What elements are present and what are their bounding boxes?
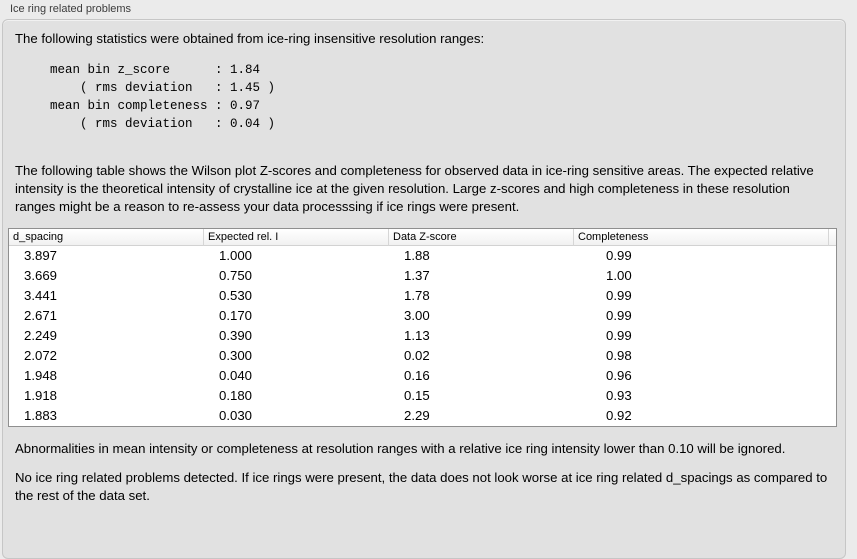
table-cell-filler <box>828 406 836 426</box>
table-cell: 0.92 <box>606 408 632 423</box>
table-cell-filler <box>828 306 836 326</box>
table-cell: 2.072 <box>24 348 58 363</box>
table-cell: 1.883 <box>24 408 58 423</box>
table-cell: 0.180 <box>219 388 253 403</box>
table-cell: 0.98 <box>606 348 632 363</box>
table-cell: 0.93 <box>606 388 632 403</box>
table-cell-filler <box>828 386 836 406</box>
table-cell: 1.948 <box>24 368 58 383</box>
table-cell: 0.99 <box>606 248 632 263</box>
table-cell: 0.390 <box>219 328 253 343</box>
table-cell: 0.96 <box>606 368 632 383</box>
table-row[interactable]: 1.918 0.180 0.15 0.93 <box>9 386 836 406</box>
table-cell: 0.030 <box>219 408 253 423</box>
table-cell: 0.300 <box>219 348 253 363</box>
table-cell: 3.441 <box>24 288 58 303</box>
panel-title: Ice ring related problems <box>10 3 132 15</box>
table-cell: 2.671 <box>24 308 58 323</box>
table-row[interactable]: 1.948 0.040 0.16 0.96 <box>9 366 836 386</box>
table-cell: 1.37 <box>404 268 430 283</box>
table-cell: 1.00 <box>606 268 632 283</box>
column-header-filler <box>828 229 836 246</box>
table-cell-filler <box>828 326 836 346</box>
table-cell-filler <box>828 266 836 286</box>
table-cell: 1.88 <box>404 248 430 263</box>
table-cell-filler <box>828 366 836 386</box>
table-cell: 0.750 <box>219 268 253 283</box>
table-cell: 1.918 <box>24 388 58 403</box>
column-header-expected-i[interactable]: Expected rel. I <box>203 229 388 246</box>
table-cell: 0.15 <box>404 388 430 403</box>
table-row[interactable]: 1.883 0.030 2.29 0.92 <box>9 406 836 426</box>
table-cell: 1.13 <box>404 328 430 343</box>
table-cell: 3.669 <box>24 268 58 283</box>
column-header-completeness[interactable]: Completeness <box>573 229 828 246</box>
table-cell: 0.170 <box>219 308 253 323</box>
table-row[interactable]: 2.072 0.300 0.02 0.98 <box>9 346 836 366</box>
table-cell-filler <box>828 346 836 366</box>
table-cell: 2.249 <box>24 328 58 343</box>
table-cell: 1.000 <box>219 248 253 263</box>
table-cell: 0.16 <box>404 368 430 383</box>
table-header: d_spacing Expected rel. I Data Z-score C… <box>9 229 836 246</box>
table-cell: 1.78 <box>404 288 430 303</box>
table-row[interactable]: 2.671 0.170 3.00 0.99 <box>9 306 836 326</box>
table-row[interactable]: 3.669 0.750 1.37 1.00 <box>9 266 836 286</box>
table-row[interactable]: 3.441 0.530 1.78 0.99 <box>9 286 836 306</box>
table-description-text: The following table shows the Wilson plo… <box>15 163 814 214</box>
ignore-note-text: Abnormalities in mean intensity or compl… <box>15 441 786 456</box>
table-cell-filler <box>828 246 836 266</box>
table-row[interactable]: 2.249 0.390 1.13 0.99 <box>9 326 836 346</box>
table-cell: 0.99 <box>606 288 632 303</box>
table-cell: 0.530 <box>219 288 253 303</box>
ice-table-body: 3.897 1.000 1.88 0.99 3.669 0.750 1.37 1.00 3.44… <box>9 246 836 426</box>
ice-ring-panel: The following statistics were obtained f… <box>2 19 846 559</box>
table-cell: 0.99 <box>606 308 632 323</box>
stats-block: mean bin z_score : 1.84 ( rms deviation … <box>50 63 276 131</box>
table-cell: 0.040 <box>219 368 253 383</box>
table-cell-filler <box>828 286 836 306</box>
stats-intro-text: The following statistics were obtained f… <box>15 31 485 46</box>
column-header-d-spacing[interactable]: d_spacing <box>9 229 203 246</box>
ice-ring-table: d_spacing Expected rel. I Data Z-score C… <box>8 228 837 427</box>
table-cell: 3.00 <box>404 308 430 323</box>
table-cell: 2.29 <box>404 408 430 423</box>
table-cell: 3.897 <box>24 248 58 263</box>
table-row[interactable]: 3.897 1.000 1.88 0.99 <box>9 246 836 266</box>
table-cell: 0.02 <box>404 348 430 363</box>
column-header-z-score[interactable]: Data Z-score <box>388 229 573 246</box>
conclusion-text: No ice ring related problems detected. I… <box>15 470 828 503</box>
table-cell: 0.99 <box>606 328 632 343</box>
